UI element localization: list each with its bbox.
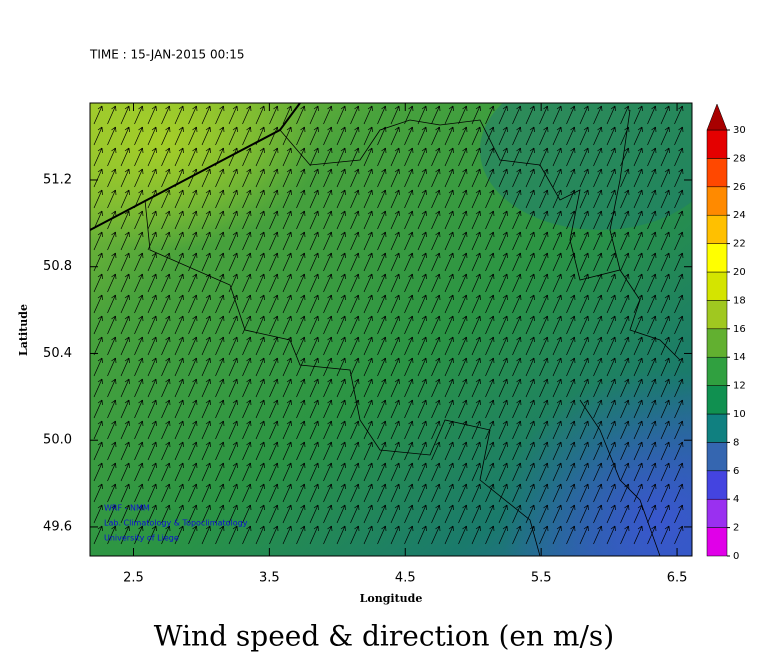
y-tick-label: 50.4 xyxy=(43,346,72,361)
credit-line: Lab. Climatology & Topoclimatology xyxy=(104,519,248,528)
colorbar-bin xyxy=(706,328,728,358)
bottom-title: Wind speed & direction (en m/s) xyxy=(154,620,614,653)
colorbar-over xyxy=(706,103,728,131)
x-tick-label: 4.5 xyxy=(395,571,416,586)
credit-line: University of Liege xyxy=(104,534,179,543)
colorbar-bin xyxy=(706,129,728,159)
colorbar-bin xyxy=(706,158,728,188)
colorbar-label: 0 xyxy=(733,551,739,562)
colorbar-bin xyxy=(706,214,728,244)
colorbar-label: 4 xyxy=(733,494,739,505)
colorbar-label: 20 xyxy=(733,267,746,278)
colorbar-label: 14 xyxy=(733,352,746,363)
x-tick-label: 6.5 xyxy=(667,571,688,586)
colorbar-bin xyxy=(706,385,728,415)
y-axis-title: Latitude xyxy=(17,304,30,356)
colorbar-bin xyxy=(706,442,728,472)
colorbar-bin xyxy=(706,356,728,386)
plot-frame xyxy=(89,102,693,557)
colorbar-bin xyxy=(706,498,728,528)
colorbar-label: 18 xyxy=(733,295,746,306)
colorbar-bin xyxy=(706,186,728,216)
colorbar-label: 8 xyxy=(733,437,739,448)
wind-arrows xyxy=(93,105,684,545)
y-tick-label: 49.6 xyxy=(43,519,72,534)
colorbar-bin xyxy=(706,243,728,273)
colorbar-label: 6 xyxy=(733,466,739,477)
field-low xyxy=(480,103,692,230)
colorbar-bin xyxy=(706,527,728,557)
colorbar-label: 22 xyxy=(733,239,746,250)
colorbar-bin xyxy=(706,413,728,443)
colorbar-bin xyxy=(706,271,728,301)
colorbar-bin xyxy=(706,300,728,330)
x-axis-title: Longitude xyxy=(360,592,423,605)
x-tick-label: 5.5 xyxy=(531,571,552,586)
credit-line: WRF - NMM xyxy=(104,504,150,513)
colorbar-label: 26 xyxy=(733,182,746,193)
x-tick-label: 2.5 xyxy=(123,571,144,586)
border xyxy=(279,119,681,361)
border xyxy=(579,109,661,556)
colorbar-label: 16 xyxy=(733,324,746,335)
y-tick-label: 51.2 xyxy=(43,172,72,187)
x-tick-label: 3.5 xyxy=(259,571,280,586)
colorbar-label: 30 xyxy=(733,125,746,136)
y-tick-label: 50.0 xyxy=(43,433,72,448)
map-field xyxy=(90,103,692,556)
colorbar-label: 28 xyxy=(733,153,746,164)
y-tick-label: 50.8 xyxy=(43,259,72,274)
colorbar-label: 12 xyxy=(733,381,746,392)
colorbar-label: 2 xyxy=(733,523,739,534)
colorbar-label: 24 xyxy=(733,210,746,221)
colorbar-bin xyxy=(706,470,728,500)
colorbar-label: 10 xyxy=(733,409,746,420)
time-label: TIME : 15-JAN-2015 00:15 xyxy=(89,48,245,62)
